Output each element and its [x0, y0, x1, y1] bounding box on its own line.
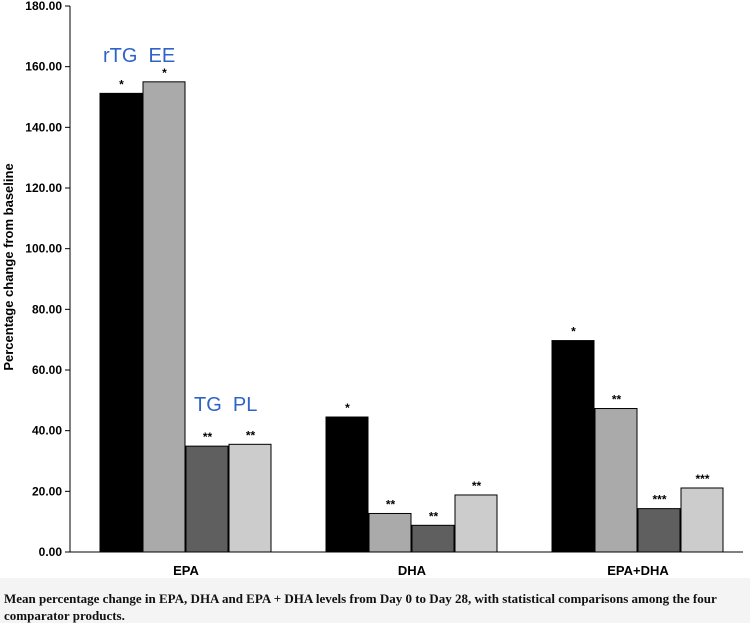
- y-tick-label: 140.00: [25, 120, 62, 134]
- annotation-tg-pl: TG PL: [194, 394, 257, 416]
- bar-tg-epa-dha: [637, 508, 681, 553]
- significance-label: **: [472, 479, 482, 493]
- bar-rtg-epa-dha: [551, 340, 595, 553]
- y-tick-label: 80.00: [32, 302, 62, 316]
- bar-chart: 0.00 20.00 40.00 60.00 80.00 100.00 120.00 140.…: [1, 0, 743, 578]
- significance-label: ***: [695, 472, 709, 486]
- y-tick-label: 0.00: [39, 545, 63, 559]
- bar-ee-dha: [368, 512, 412, 553]
- x-category-label: EPA+DHA: [607, 563, 669, 578]
- bar-tg-dha: [411, 524, 455, 553]
- significance-label: **: [203, 430, 213, 444]
- caption-box: Mean percentage change in EPA, DHA and E…: [0, 578, 750, 623]
- y-tick-label: 120.00: [25, 181, 62, 195]
- significance-label: ***: [652, 493, 666, 507]
- significance-label: *: [345, 401, 350, 415]
- y-tick-label: 180.00: [25, 0, 62, 13]
- x-category-label: DHA: [398, 563, 427, 578]
- bar-ee-epa-dha: [594, 408, 638, 553]
- bar-pl-epa: [228, 443, 272, 553]
- x-axis-categories: EPA DHA EPA+DHA: [173, 563, 669, 578]
- y-tick-label: 20.00: [32, 484, 62, 498]
- bar-rtg-dha: [325, 416, 369, 553]
- significance-labels: **** ******************: [119, 66, 710, 523]
- significance-label: **: [429, 509, 439, 523]
- bar-rtg-epa: [99, 92, 143, 553]
- bar-pl-epa-dha: [680, 487, 724, 553]
- bars-group: [99, 81, 724, 553]
- bar-tg-epa: [185, 445, 229, 553]
- y-tick-label: 100.00: [25, 242, 62, 256]
- annotation-rtg-ee: rTG EE: [103, 45, 175, 67]
- significance-label: **: [612, 393, 622, 407]
- significance-label: **: [246, 428, 256, 442]
- x-category-label: EPA: [173, 563, 199, 578]
- significance-label: *: [119, 77, 124, 91]
- significance-label: **: [386, 497, 396, 511]
- y-axis-label: Percentage change from baseline: [1, 163, 16, 370]
- bar-pl-dha: [454, 494, 498, 553]
- y-tick-label: 160.00: [25, 60, 62, 74]
- y-axis-ticks: 0.00 20.00 40.00 60.00 80.00 100.00 120.00 140.…: [25, 0, 70, 559]
- significance-label: *: [571, 325, 576, 339]
- figure-caption: Mean percentage change in EPA, DHA and E…: [4, 591, 717, 623]
- y-tick-label: 60.00: [32, 363, 62, 377]
- significance-label: *: [162, 66, 167, 80]
- y-tick-label: 40.00: [32, 424, 62, 438]
- bar-ee-epa: [142, 81, 186, 553]
